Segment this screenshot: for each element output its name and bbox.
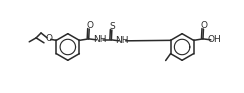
Text: O: O	[45, 34, 52, 43]
Text: OH: OH	[208, 35, 222, 44]
Text: NH: NH	[93, 35, 106, 44]
Text: O: O	[201, 21, 207, 30]
Text: O: O	[86, 21, 93, 30]
Text: S: S	[110, 22, 115, 31]
Text: NH: NH	[115, 36, 129, 45]
